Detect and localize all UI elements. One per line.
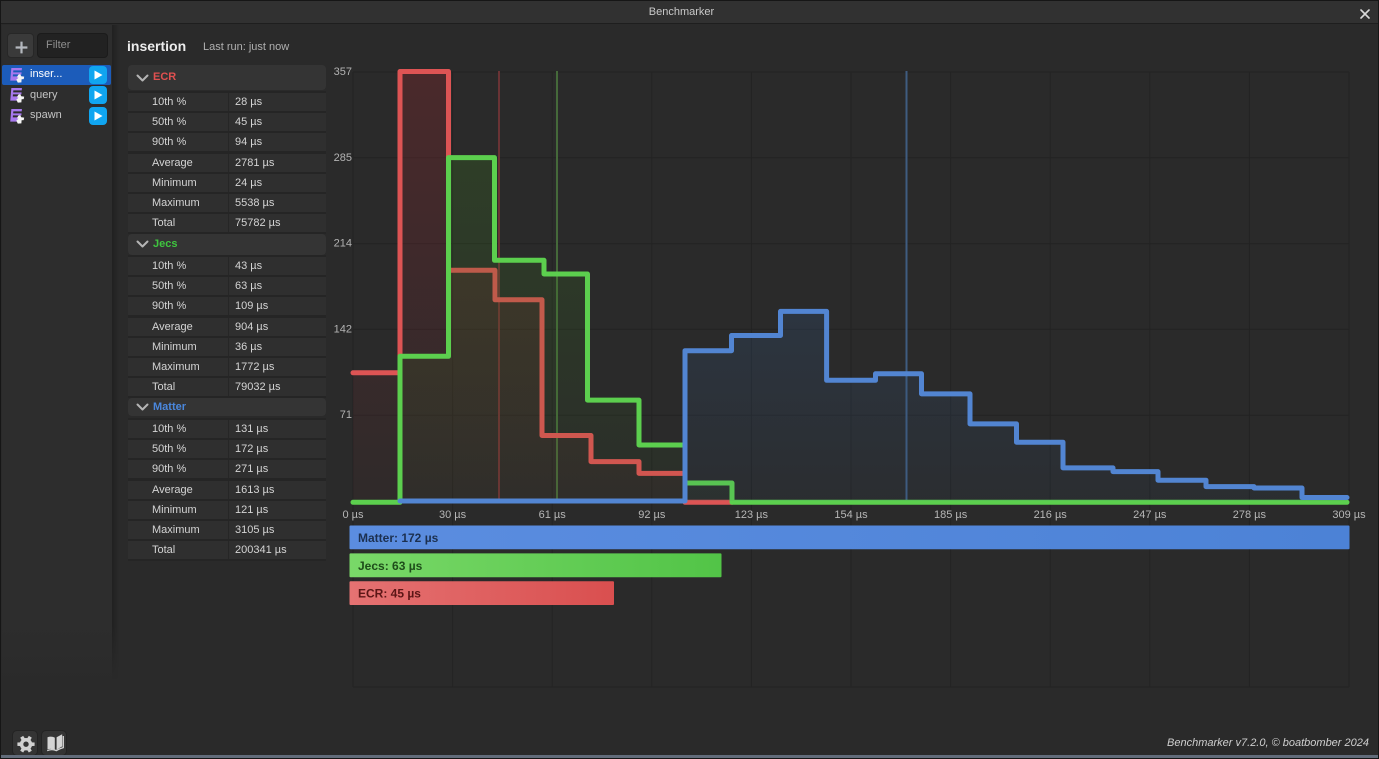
svg-text:278 µs: 278 µs bbox=[1233, 509, 1267, 521]
svg-text:142: 142 bbox=[334, 323, 352, 335]
svg-text:154 µs: 154 µs bbox=[834, 509, 868, 521]
svg-text:ECR: 45 µs: ECR: 45 µs bbox=[358, 587, 421, 601]
svg-text:Jecs: 63 µs: Jecs: 63 µs bbox=[358, 559, 423, 573]
svg-text:214: 214 bbox=[334, 238, 352, 250]
svg-text:285: 285 bbox=[334, 152, 352, 164]
svg-text:71: 71 bbox=[340, 409, 352, 421]
svg-text:30 µs: 30 µs bbox=[439, 509, 467, 521]
svg-text:92 µs: 92 µs bbox=[638, 509, 666, 521]
svg-text:0 µs: 0 µs bbox=[342, 509, 364, 521]
svg-text:123 µs: 123 µs bbox=[735, 509, 769, 521]
svg-text:216 µs: 216 µs bbox=[1034, 509, 1068, 521]
svg-text:247 µs: 247 µs bbox=[1133, 509, 1167, 521]
svg-text:309 µs: 309 µs bbox=[1332, 509, 1366, 521]
svg-text:61 µs: 61 µs bbox=[539, 509, 567, 521]
svg-text:185 µs: 185 µs bbox=[934, 509, 968, 521]
svg-text:Matter: 172 µs: Matter: 172 µs bbox=[358, 531, 439, 545]
svg-text:357: 357 bbox=[334, 66, 352, 78]
